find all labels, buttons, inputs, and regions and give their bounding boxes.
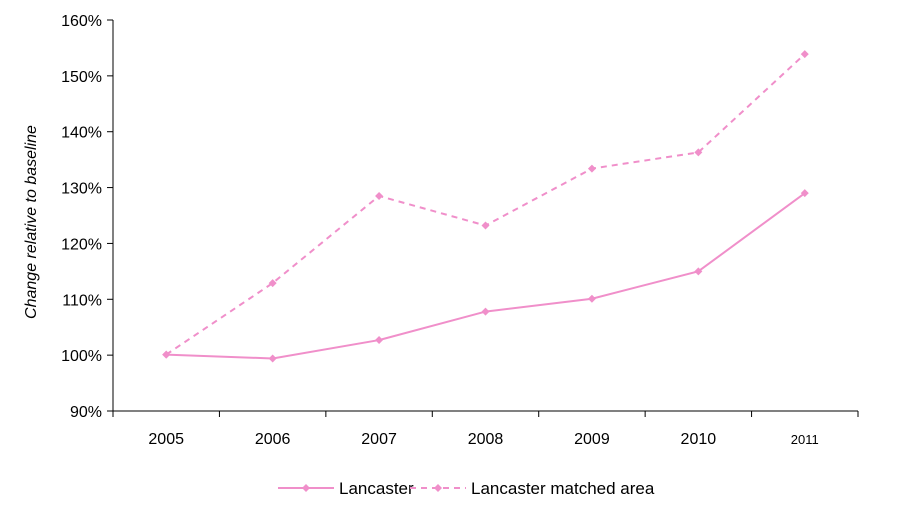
y-tick-label: 140% — [61, 125, 102, 142]
legend-label-lancaster: Lancaster — [339, 479, 414, 498]
x-axis: 2005 2006 2007 2008 2009 2010 2011 — [112, 410, 859, 448]
x-tick-label: 2010 — [681, 431, 717, 448]
series-line — [166, 192, 806, 360]
data-point — [268, 279, 277, 288]
legend: Lancaster Lancaster matched area — [278, 479, 655, 498]
data-point — [375, 336, 384, 345]
x-tick-label: 2005 — [148, 431, 184, 448]
plot-area — [162, 50, 809, 363]
x-tick-label: 2006 — [255, 431, 291, 448]
y-tick-label: 110% — [62, 292, 102, 309]
y-tick-label: 120% — [61, 236, 102, 253]
x-tick-label: 2009 — [574, 431, 610, 448]
data-point — [800, 50, 809, 59]
x-tick-label: 2007 — [361, 431, 397, 448]
x-tick-label: 2008 — [468, 431, 504, 448]
legend-label-matched: Lancaster matched area — [471, 479, 655, 498]
data-point — [800, 189, 809, 198]
y-tick-label: 160% — [61, 13, 102, 30]
y-axis-label: Change relative to baseline — [23, 125, 40, 319]
y-tick-label: 100% — [61, 348, 102, 365]
data-point — [268, 354, 277, 363]
data-point — [694, 267, 703, 276]
y-tick-label: 150% — [61, 69, 102, 86]
data-point — [587, 294, 596, 303]
x-tick-label: 2011 — [791, 432, 819, 447]
data-point — [162, 350, 171, 359]
series-lancaster-matched-area — [162, 50, 809, 359]
y-tick-label: 90% — [70, 404, 102, 421]
y-axis: 90% 100% 110% 120% 130% 140% 150% 160% — [61, 13, 114, 421]
data-point — [481, 307, 490, 316]
data-point — [481, 221, 490, 230]
data-point — [694, 148, 703, 157]
legend-marker-lancaster — [302, 484, 310, 492]
y-tick-label: 130% — [61, 181, 102, 198]
data-point — [587, 164, 596, 173]
legend-marker-matched — [434, 484, 442, 492]
series-lancaster — [162, 189, 809, 363]
data-point — [375, 191, 384, 200]
